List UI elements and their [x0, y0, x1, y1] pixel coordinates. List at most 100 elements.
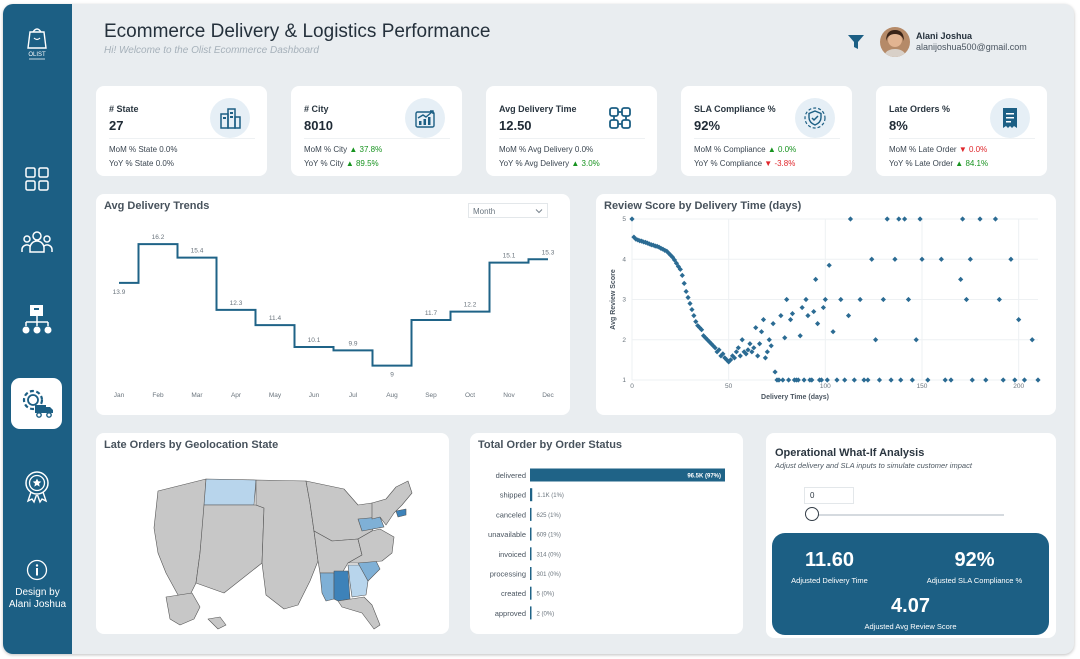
map-region-hawaii[interactable] [207, 616, 227, 630]
period-dropdown[interactable]: Month [468, 203, 548, 218]
map-region-florida[interactable] [337, 596, 381, 630]
scatter-point [830, 329, 836, 335]
category-label: delivered [496, 471, 526, 480]
kpi-yoy-value: -3.8% [774, 159, 796, 168]
trend-up-icon: ▲ [767, 145, 776, 154]
kpi-mom-row: MoM % Late Order ▼ 0.0% [889, 145, 987, 154]
x-tick-label: Mar [191, 392, 203, 399]
filter-icon[interactable] [846, 32, 866, 52]
scatter-point [731, 355, 738, 361]
kpi-label: # City [304, 104, 329, 114]
kpi-yoy-row: YoY % Late Order ▲ 84.1% [889, 159, 988, 168]
scatter-point [983, 377, 989, 383]
scatter-point [1012, 377, 1018, 383]
map-card-title: Late Orders by Geolocation State [104, 439, 279, 451]
parameter-slider[interactable] [814, 514, 1004, 516]
x-tick-label: Jul [349, 392, 358, 399]
scatter-point [642, 239, 649, 245]
trend-up-icon: ▲ [571, 159, 580, 168]
scatter-point [797, 333, 803, 339]
map-region-northeast[interactable] [371, 480, 413, 526]
x-axis-label: Delivery Time (days) [761, 394, 829, 401]
kpi-value: 8% [889, 118, 908, 133]
whatif-results-panel: 11.60 Adjusted Delivery Time 92% Adjuste… [772, 533, 1049, 635]
scatter-point [948, 377, 954, 383]
parameter-input[interactable]: 0 [804, 487, 854, 504]
award-icon[interactable] [19, 469, 55, 505]
x-tick-label: 150 [917, 383, 928, 390]
scatter-point [1029, 337, 1035, 343]
kpi-card-state: # State 27 MoM % State 0.0% YoY % State … [96, 86, 267, 176]
x-tick-label: Apr [231, 392, 242, 399]
map-region-alaska[interactable] [165, 592, 201, 626]
data-label: 15.3 [542, 249, 555, 256]
kpi-label: SLA Compliance % [694, 104, 776, 114]
kpi-divider [109, 138, 255, 139]
scatter-point [818, 377, 825, 383]
scatter-point [958, 276, 964, 282]
map-region-massachusetts[interactable] [395, 508, 407, 518]
scatter-point [884, 216, 890, 222]
scatter-point [913, 337, 919, 343]
trend-up-icon: ▲ [349, 145, 358, 154]
data-label: 12.3 [230, 300, 243, 307]
kpi-label: Late Orders % [889, 104, 951, 114]
kpi-label: # State [109, 104, 139, 114]
kpi-divider [889, 138, 1035, 139]
bar-data-label: 314 (0%) [537, 552, 561, 558]
map-card: Late Orders by Geolocation State [96, 433, 449, 634]
scatter-point [687, 300, 693, 307]
category-label: invoiced [498, 550, 526, 559]
scatter-point [758, 329, 765, 335]
trend-up-icon: ▲ [955, 159, 964, 168]
scatter-point [960, 216, 966, 222]
map-region-mountain[interactable] [195, 504, 265, 594]
scatter-point [861, 377, 867, 383]
people-icon[interactable] [19, 225, 55, 261]
network-icon[interactable] [19, 302, 55, 338]
bar-data-label: 1.1K (1%) [537, 493, 564, 499]
scatter-point [679, 272, 685, 278]
scatter-point [1008, 256, 1014, 262]
scatter-point [764, 349, 770, 355]
dashboard-frame: OLIST [3, 4, 1074, 654]
data-label: 11.4 [269, 315, 282, 322]
map-region-midwest[interactable] [305, 480, 381, 542]
scatter-point [664, 248, 670, 254]
sidebar-item-active[interactable] [11, 378, 62, 429]
scatter-point [896, 216, 902, 222]
map-region-alabama[interactable] [333, 570, 351, 602]
kpi-yoy-row: YoY % Avg Delivery ▲ 3.0% [499, 159, 600, 168]
bar-data-label: 96.5K (97%) [687, 474, 721, 480]
scatter-point [873, 337, 879, 343]
scatter-card-title: Review Score by Delivery Time (days) [604, 200, 802, 212]
map-region-plains[interactable] [255, 479, 319, 610]
scatter-point [683, 288, 689, 295]
y-tick-label: 3 [622, 297, 626, 304]
data-label: 9.9 [348, 340, 357, 347]
grid-icon[interactable] [19, 161, 55, 197]
map-region-montana[interactable] [203, 478, 257, 506]
scatter-point [826, 262, 832, 268]
scatter-point [838, 296, 844, 303]
kpi-mom-row: MoM % Compliance ▲ 0.0% [694, 145, 796, 154]
credit-line-1: Design by [15, 587, 60, 598]
scatter-point [1021, 377, 1028, 383]
scatter-point [809, 377, 815, 383]
kpi-mom-row: MoM % State 0.0% [109, 145, 177, 154]
data-label: 9 [390, 372, 394, 379]
status-bar [530, 468, 725, 482]
buildings-icon [210, 98, 250, 138]
scatter-point [762, 355, 768, 361]
adjusted-delivery-label: Adjusted Delivery Time [791, 576, 868, 585]
scatter-point [834, 377, 840, 383]
avatar[interactable] [880, 27, 910, 57]
map-region-southeast[interactable] [347, 528, 395, 564]
scatter-point [689, 306, 695, 313]
scatter-point [677, 266, 683, 272]
map-region-mississippi[interactable] [319, 572, 335, 602]
slider-handle[interactable] [805, 507, 819, 521]
kpi-divider [499, 138, 645, 139]
data-label: 12.2 [464, 302, 477, 309]
kpi-value: 27 [109, 118, 124, 133]
